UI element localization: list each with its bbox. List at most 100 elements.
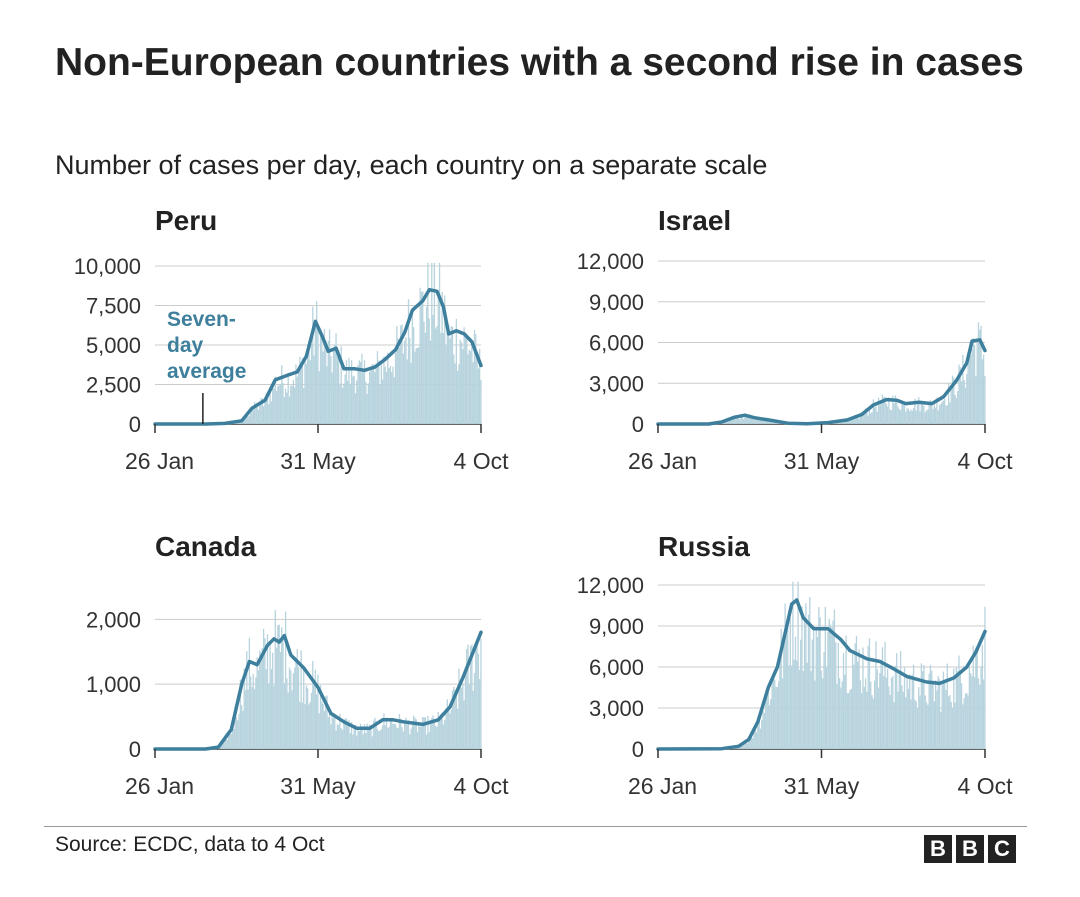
daily-bar — [440, 332, 442, 424]
daily-bar — [831, 627, 833, 749]
daily-bar — [815, 629, 817, 749]
daily-bar — [383, 356, 385, 424]
daily-bar — [457, 370, 459, 424]
daily-bar — [442, 724, 445, 749]
daily-bar — [326, 366, 328, 424]
daily-bar — [447, 325, 450, 424]
daily-bar — [358, 360, 360, 424]
daily-bar — [274, 376, 276, 424]
daily-bar — [262, 406, 265, 424]
daily-bar — [954, 702, 956, 749]
daily-bar — [934, 407, 937, 424]
daily-bar — [309, 360, 311, 424]
daily-bar — [345, 718, 348, 749]
daily-bar — [871, 412, 873, 424]
daily-bar — [902, 403, 904, 424]
daily-bar — [282, 638, 284, 749]
daily-bar — [772, 421, 775, 424]
daily-bar — [872, 399, 875, 424]
daily-bar — [281, 365, 283, 424]
daily-bar — [391, 372, 393, 424]
daily-bar — [250, 412, 252, 424]
daily-bar — [849, 690, 851, 749]
daily-bar — [844, 421, 846, 424]
daily-bar — [784, 603, 786, 749]
daily-bar — [455, 695, 458, 749]
daily-bar — [425, 306, 428, 424]
daily-bar — [460, 342, 463, 424]
daily-bar — [959, 671, 961, 749]
daily-bar — [381, 379, 384, 424]
daily-bar — [428, 731, 430, 749]
daily-bar — [881, 647, 884, 749]
chart-title: Non-European countries with a second ris… — [55, 41, 1024, 84]
daily-bar — [846, 693, 849, 749]
daily-bar — [446, 332, 448, 424]
x-tick-label: 26 Jan — [628, 448, 697, 474]
daily-bar — [405, 717, 407, 749]
daily-bar — [376, 729, 379, 749]
daily-bar — [467, 644, 469, 749]
daily-bar — [922, 671, 924, 749]
daily-bar — [387, 352, 389, 424]
daily-bar — [444, 719, 446, 749]
daily-bar — [825, 666, 828, 749]
daily-bar — [362, 734, 364, 749]
daily-bar — [405, 337, 407, 424]
daily-bar — [420, 726, 423, 749]
x-tick-label: 31 May — [280, 448, 356, 474]
daily-bar — [401, 727, 403, 749]
daily-bar — [927, 409, 929, 424]
daily-bar — [934, 680, 937, 749]
x-tick-label: 26 Jan — [125, 773, 194, 799]
daily-bar — [268, 683, 270, 749]
daily-bar — [334, 344, 336, 424]
daily-bar — [736, 416, 738, 424]
daily-bar — [744, 742, 746, 749]
daily-bar — [367, 383, 370, 424]
daily-bar — [388, 726, 390, 749]
daily-bar — [244, 690, 247, 749]
daily-bar — [284, 611, 287, 749]
daily-bar — [766, 688, 768, 749]
daily-bar — [885, 403, 887, 424]
daily-bar — [394, 352, 397, 424]
daily-bar — [226, 739, 229, 749]
daily-bar — [816, 637, 819, 749]
daily-bar — [758, 417, 760, 424]
daily-bar — [303, 388, 305, 424]
daily-bar — [937, 676, 939, 749]
daily-bar — [731, 416, 733, 424]
daily-bar — [863, 686, 865, 749]
daily-bar — [327, 340, 329, 424]
daily-bar — [306, 688, 309, 749]
daily-bar — [864, 408, 867, 424]
daily-bar — [932, 680, 934, 749]
daily-bar — [894, 665, 897, 749]
daily-bar — [749, 739, 751, 749]
daily-bar — [422, 717, 424, 749]
daily-bar — [466, 338, 468, 424]
daily-bar — [763, 418, 766, 424]
daily-bar — [980, 666, 982, 749]
daily-bar — [932, 408, 934, 424]
daily-bar — [789, 618, 791, 749]
daily-bar — [972, 337, 974, 424]
daily-bar — [875, 406, 877, 424]
daily-bar — [406, 359, 408, 424]
average-line-israel — [656, 338, 987, 426]
daily-bar — [392, 366, 394, 424]
daily-bar — [941, 682, 943, 749]
daily-bar — [468, 684, 470, 749]
daily-bar — [454, 689, 456, 749]
daily-bar — [780, 628, 782, 749]
daily-bar — [437, 711, 439, 749]
daily-bar — [393, 723, 395, 749]
daily-bar — [374, 717, 376, 749]
daily-bar — [774, 679, 776, 749]
daily-bar — [367, 727, 370, 749]
daily-bar — [870, 413, 872, 424]
daily-bar — [262, 628, 265, 749]
daily-bar — [960, 381, 963, 424]
daily-bar — [864, 678, 867, 749]
